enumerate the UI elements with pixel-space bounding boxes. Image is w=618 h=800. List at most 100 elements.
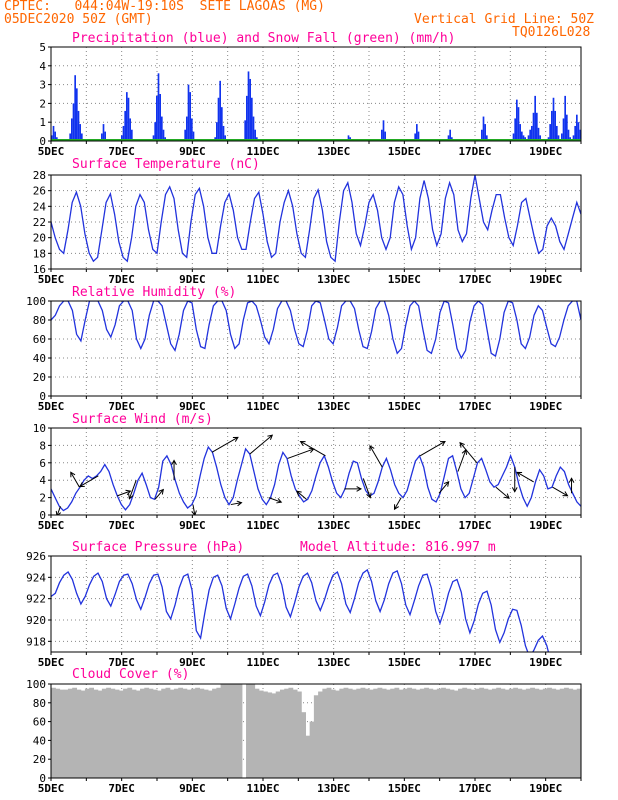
wind-arrow-head [369,444,375,451]
precip-bar [572,135,575,141]
precip-bar [74,75,76,141]
wind-arrow-head [516,471,523,477]
cloud-bar [118,690,124,778]
x-tick-label: 13DEC [317,273,350,286]
x-tick-label: 15DEC [388,400,421,413]
cloud-bar [445,688,451,778]
y-tick-label: 0 [39,135,46,148]
x-tick-label: 9DEC [179,145,206,158]
cloud-bar [279,689,285,778]
cloud-bar [402,688,408,778]
precip-bar [102,124,105,141]
cloud-bar [364,688,370,778]
wind-arrow [154,489,164,500]
panel-4 [48,427,582,518]
precip-bar [152,135,155,141]
x-tick-label: 9DEC [179,782,206,795]
cloud-bar [496,687,502,778]
cloud-bar [173,688,179,778]
x-tick-label: 7DEC [108,273,135,286]
x-tick-label: 7DEC [108,656,135,669]
cloud-bar [284,688,290,778]
panel-5 [48,555,582,655]
cloud-bar [491,688,497,778]
y-tick-label: 5 [39,41,46,54]
wind-arrow-head [191,510,197,515]
cloud-bar [301,712,306,778]
precip-bar [556,125,558,141]
precip-bar [156,95,158,141]
cloud-bar [89,687,94,778]
precip-bar [186,116,188,141]
x-tick-label: 7DEC [108,519,135,532]
cloud-bar [547,687,552,778]
precip-bar [539,135,541,141]
cloud-bar [292,689,298,778]
precip-bar [567,129,570,141]
wind-arrow [230,502,242,506]
wind-arrow-head [440,440,446,446]
cloud-bar [161,688,167,778]
cloud-bar [93,689,99,778]
precip-bar [529,129,531,141]
precip-bar [224,135,226,141]
header-grid-line: Vertical Grid Line: 50Z [414,12,595,27]
cloud-bar [267,692,273,778]
y-tick-label: 18 [33,247,46,260]
cloud-bar [152,689,158,778]
precip-bar [552,97,555,141]
cloud-bar [394,687,400,778]
cloud-bar [246,684,251,778]
cloud-bar [76,689,82,778]
wind-arrow [457,449,467,472]
cloud-bar [517,688,523,778]
precip-bar [252,116,255,141]
cloud-bar [470,689,476,778]
precip-bar [124,110,126,141]
wind-arrow-head [70,471,76,478]
y-tick-label: 40 [33,352,46,365]
precip-bar [157,73,160,141]
wind-arrow [552,486,568,497]
precip-bar [217,97,220,141]
wind-arrow [300,441,326,457]
precip-bar [527,135,530,141]
precip-bar [447,135,450,141]
wind-arrow [296,490,307,500]
cloud-bar [339,688,345,778]
cloud-bar [483,688,489,778]
wind-arrow-head [125,489,132,496]
precip-bar [522,135,525,141]
precip-bar [384,131,386,141]
cloud-bar [127,687,133,778]
cloud-bar [59,689,65,778]
precip-bar [516,99,518,141]
cloud-bar [453,690,459,778]
cloud-bar [390,688,396,778]
cloud-bar [343,687,349,778]
precip-bar [519,124,521,141]
precip-bar [246,95,248,141]
wind-arrow-head [443,480,450,487]
cloud-bar [84,688,90,778]
x-tick-label: 19DEC [529,273,562,286]
cloud-bar [326,687,332,778]
cloud-bar [564,687,569,778]
y-tick-label: 924 [26,571,46,584]
cloud-bar [190,688,196,778]
x-tick-label: 17DEC [458,145,491,158]
cloud-bar [479,687,485,778]
cloud-bar [229,684,234,778]
precip-bar [531,125,533,141]
cloud-bar [424,687,429,778]
cloud-bar [186,689,192,778]
x-tick-label: 13DEC [317,145,350,158]
plot-frame [50,300,582,397]
cloud-bar [432,689,438,778]
cloud-bar [322,688,328,778]
precip-bar [104,131,106,141]
cloud-bar [530,687,535,778]
cloud-bar [101,688,107,778]
cloud-bar [415,689,421,778]
x-tick-label: 17DEC [458,782,491,795]
